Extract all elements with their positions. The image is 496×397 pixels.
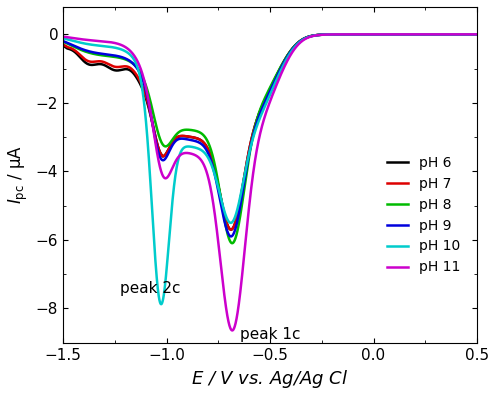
Line: pH 11: pH 11 [63,35,477,330]
pH 9 [474,32,480,37]
pH 10 [158,302,164,306]
pH 7 [60,42,66,47]
Line: pH 7: pH 7 [63,35,477,229]
pH 7 [461,32,467,37]
pH 8 [257,108,263,113]
pH 6 [234,214,240,218]
pH 7 [238,197,244,202]
Text: peak 1c: peak 1c [240,327,301,342]
pH 7 [257,109,263,114]
pH 11 [461,32,467,37]
pH 8 [229,241,235,246]
pH 6 [474,32,480,37]
pH 6 [238,197,244,202]
pH 11 [257,133,263,137]
pH 6 [461,32,467,37]
pH 7 [234,214,240,218]
pH 8 [461,32,467,37]
pH 11 [229,328,235,333]
pH 7 [441,32,447,37]
X-axis label: $E$ / V vs. Ag/Ag Cl: $E$ / V vs. Ag/Ag Cl [191,368,349,390]
pH 9 [228,234,234,239]
pH 10 [461,32,467,37]
pH 7 [361,32,367,37]
pH 10 [441,32,447,37]
pH 11 [361,32,367,37]
pH 10 [474,32,480,37]
pH 10 [361,32,367,37]
pH 9 [441,32,447,37]
pH 9 [60,39,66,43]
pH 10 [60,36,66,40]
pH 8 [234,230,240,235]
pH 9 [238,203,244,208]
Line: pH 10: pH 10 [63,35,477,304]
pH 6 [361,32,367,37]
pH 8 [361,32,367,37]
pH 11 [234,313,240,318]
pH 8 [441,32,447,37]
pH 8 [474,32,480,37]
Line: pH 8: pH 8 [63,35,477,243]
pH 9 [234,220,240,225]
Y-axis label: $I_\mathrm{pc}$ / μA: $I_\mathrm{pc}$ / μA [7,145,30,204]
pH 8 [60,39,66,44]
Line: pH 9: pH 9 [63,35,477,237]
pH 11 [441,32,447,37]
pH 9 [461,32,467,37]
pH 10 [234,208,240,213]
pH 8 [238,212,244,217]
pH 11 [238,289,244,294]
Line: pH 6: pH 6 [63,35,477,229]
pH 7 [228,227,234,232]
Legend: pH 6, pH 7, pH 8, pH 9, pH 10, pH 11: pH 6, pH 7, pH 8, pH 9, pH 10, pH 11 [381,150,466,280]
pH 6 [60,43,66,48]
pH 6 [228,227,234,232]
pH 11 [60,34,66,39]
pH 6 [257,109,263,114]
pH 9 [361,32,367,37]
pH 11 [474,32,480,37]
pH 10 [257,116,263,121]
pH 9 [257,112,263,117]
pH 7 [474,32,480,37]
pH 10 [238,194,244,198]
pH 6 [441,32,447,37]
Text: peak 2c: peak 2c [120,281,180,296]
